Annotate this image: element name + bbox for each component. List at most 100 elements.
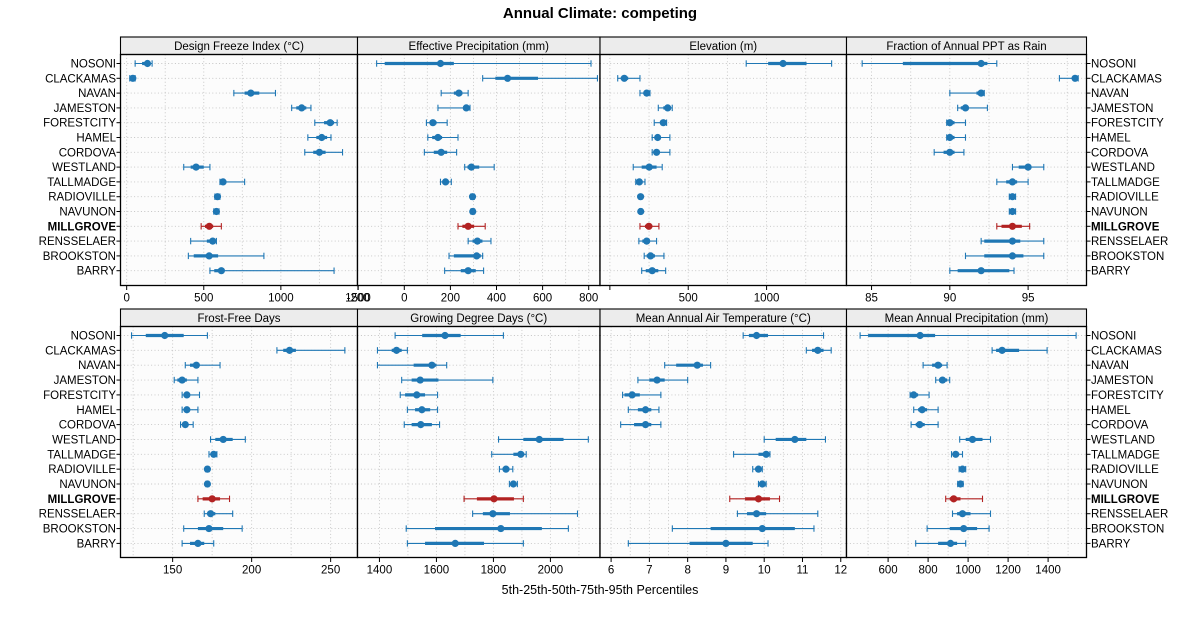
row-label-right-cordova: CORDOVA — [1091, 420, 1149, 432]
row-label-right-barry: BARRY — [1091, 266, 1131, 278]
median-dot — [208, 495, 216, 503]
x-tick-label: 1500 — [345, 293, 371, 305]
median-dot — [417, 421, 425, 429]
percentile-marker-CORDOVA — [651, 148, 671, 156]
x-tick-label: 7 — [646, 565, 652, 577]
x-tick-label: 250 — [321, 565, 340, 577]
row-label-left-cordova: CORDOVA — [59, 420, 117, 432]
median-dot — [503, 74, 512, 82]
percentile-marker-CORDOVA — [910, 421, 939, 429]
percentile-marker-WESTLAND — [959, 435, 992, 444]
percentile-marker-WESTLAND — [632, 163, 663, 171]
median-dot — [462, 104, 470, 112]
percentile-marker-WESTLAND — [1011, 163, 1045, 171]
percentile-marker-BROOKSTON — [187, 252, 265, 260]
median-dot — [1071, 74, 1079, 82]
percentile-marker-NAVAN — [922, 361, 948, 369]
percentile-marker-CORDOVA — [933, 148, 965, 156]
x-tick-label: 800 — [919, 565, 938, 577]
median-dot — [205, 222, 213, 230]
percentile-marker-JAMESTON — [935, 376, 951, 384]
row-label-left-radioville: RADIOVILLE — [48, 192, 116, 204]
row-label-left-barry: BARRY — [77, 538, 117, 550]
x-tick-label: -200 — [347, 293, 370, 305]
median-dot — [473, 237, 481, 245]
percentile-marker-BROOKSTON — [643, 252, 665, 260]
panel-strip-title: Mean Annual Air Temperature (°C) — [636, 313, 811, 325]
row-label-right-hamel: HAMEL — [1091, 405, 1131, 417]
percentile-marker-NOSONI — [134, 59, 153, 68]
row-label-left-clackamas: CLACKAMAS — [45, 345, 116, 357]
panel-strip-title: Fraction of Annual PPT as Rain — [886, 41, 1046, 53]
median-dot — [762, 450, 770, 458]
x-tick-label: 8 — [684, 565, 690, 577]
row-label-left-forestcity: FORESTCITY — [43, 390, 116, 402]
percentile-marker-BARRY — [641, 267, 667, 275]
row-label-right-clackamas: CLACKAMAS — [1091, 345, 1162, 357]
percentile-marker-HAMEL — [913, 406, 939, 414]
x-tick-label: 90 — [943, 293, 956, 305]
row-label-right-millgrove: MILLGROVE — [1091, 221, 1160, 233]
median-dot — [647, 252, 655, 260]
median-dot — [1008, 252, 1017, 260]
median-dot — [318, 133, 326, 142]
panel-strip-title: Mean Annual Precipitation (mm) — [885, 313, 1049, 325]
median-dot — [464, 267, 472, 275]
percentile-marker-BARRY — [627, 539, 769, 548]
percentile-marker-MILLGROVE — [729, 495, 781, 503]
row-label-left-cordova: CORDOVA — [59, 147, 117, 159]
median-dot — [754, 465, 763, 473]
x-tick-label: 600 — [533, 293, 552, 305]
x-tick-label: 1400 — [1035, 565, 1061, 577]
percentile-marker-NAVAN — [949, 89, 985, 97]
median-dot — [455, 89, 463, 97]
panel-area — [357, 54, 600, 286]
row-label-left-radioville: RADIOVILLE — [48, 464, 116, 476]
percentile-marker-JAMESTON — [401, 376, 494, 384]
percentile-marker-HAMEL — [427, 133, 459, 142]
x-tick-label: 9 — [723, 565, 729, 577]
median-dot — [468, 193, 477, 201]
row-label-left-hamel: HAMEL — [76, 405, 116, 417]
percentile-marker-CLACKAMAS — [991, 346, 1048, 354]
median-dot — [178, 376, 186, 384]
row-label-left-brookston: BROOKSTON — [43, 524, 116, 536]
row-label-right-rensselaer: RENSSELAER — [1091, 236, 1168, 248]
row-label-right-nosoni: NOSONI — [1091, 331, 1136, 343]
percentile-marker-TALLMADGE — [219, 178, 246, 186]
panel-Elevation (m): 500 1000 Elevation (m) — [599, 36, 848, 305]
median-dot — [654, 133, 662, 142]
median-dot — [645, 222, 653, 230]
x-tick-label: 11 — [797, 565, 809, 577]
median-dot — [635, 178, 643, 186]
median-dot — [1008, 193, 1017, 201]
median-dot — [918, 406, 926, 414]
row-label-right-navunon: NAVUNON — [1091, 207, 1148, 219]
percentile-marker-RADIOVILLE — [213, 193, 222, 201]
percentile-marker-BARRY — [406, 539, 524, 548]
row-label-right-millgrove: MILLGROVE — [1091, 494, 1160, 506]
panel-Design Freeze Index (°C): 0 500 1000 1500 Design Freeze Index (°C) — [116, 36, 371, 305]
median-dot — [489, 510, 497, 518]
row-label-right-westland: WESTLAND — [1091, 162, 1155, 174]
percentile-marker-NAVUNON — [637, 207, 645, 216]
median-dot — [315, 148, 324, 156]
percentile-marker-RENSSELAER — [951, 510, 992, 518]
median-dot — [161, 331, 169, 340]
percentile-marker-MILLGROVE — [996, 222, 1031, 230]
panel-strip-title: Growing Degree Days (°C) — [410, 313, 547, 325]
percentile-marker-MILLGROVE — [457, 222, 486, 230]
percentile-marker-TALLMADGE — [208, 450, 218, 458]
percentile-marker-MILLGROVE — [197, 495, 231, 503]
median-dot — [129, 74, 137, 82]
percentile-marker-WESTLAND — [210, 435, 246, 444]
percentile-marker-NAVAN — [639, 89, 651, 97]
x-tick-label: 10 — [758, 565, 771, 577]
median-dot — [620, 74, 628, 82]
x-tick-label: 600 — [879, 565, 898, 577]
panel-area — [846, 326, 1087, 558]
row-label-left-barry: BARRY — [77, 266, 117, 278]
x-tick-label: 1200 — [995, 565, 1021, 577]
median-dot — [946, 133, 954, 142]
x-tick-label: 0 — [401, 293, 407, 305]
